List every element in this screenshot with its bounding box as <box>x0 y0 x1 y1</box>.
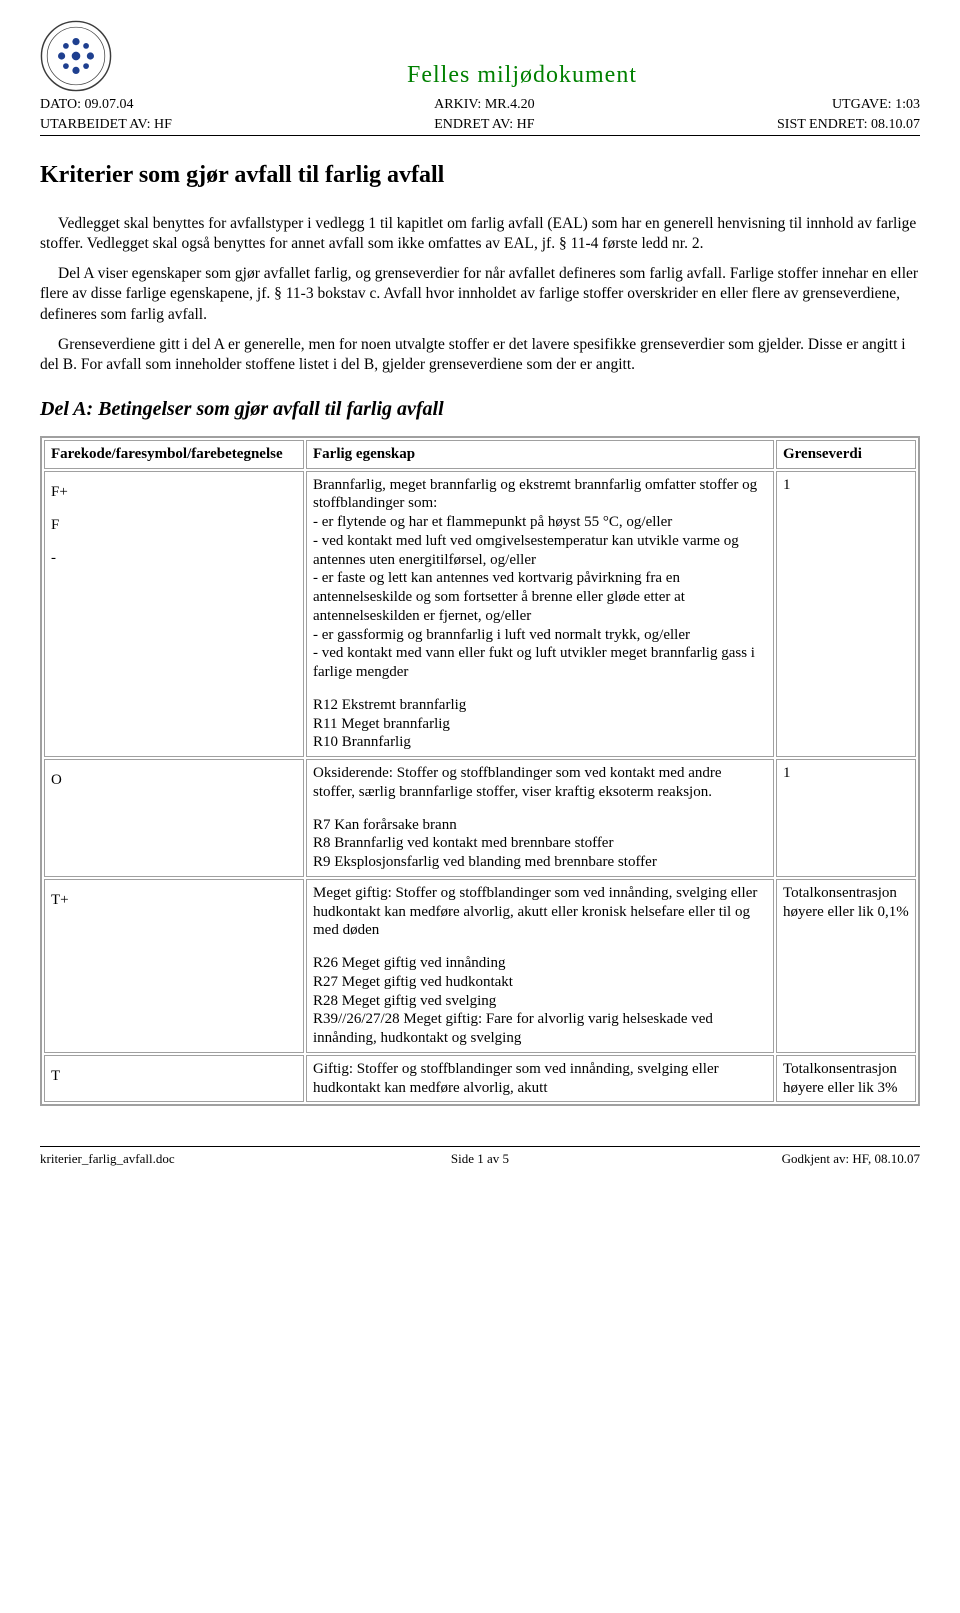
meta-line-2: UTARBEIDET AV: HF ENDRET AV: HF SIST END… <box>40 116 920 137</box>
cell-code: T+ <box>44 879 304 1053</box>
meta-date: DATO: 09.07.04 <box>40 96 339 114</box>
intro-para-3: Grenseverdiene gitt i del A er generelle… <box>40 335 920 375</box>
table-row: T+ Meget giftig: Stoffer og stoffblanding… <box>44 879 916 1053</box>
desc-r-phrases: R12 Ekstremt brannfarlig R11 Meget brann… <box>313 696 767 752</box>
cell-limit: Totalkonsentrasjon høyere eller lik 0,1% <box>776 879 916 1053</box>
header-center: Felles miljødokument <box>124 60 920 92</box>
meta-last-changed: SIST ENDRET: 08.10.07 <box>630 116 920 134</box>
table-row: T Giftig: Stoffer og stoffblandinger som … <box>44 1055 916 1103</box>
cell-description: Giftig: Stoffer og stoffblandinger som v… <box>306 1055 774 1103</box>
intro-para-2: Del A viser egenskaper som gjør avfallet… <box>40 264 920 324</box>
meta-author: UTARBEIDET AV: HF <box>40 116 339 134</box>
meta-changed-by: ENDRET AV: HF <box>339 116 629 134</box>
desc-main: Brannfarlig, meget brannfarlig og ekstre… <box>313 476 767 682</box>
page-title: Kriterier som gjør avfall til farlig avf… <box>40 160 920 190</box>
footer-approved: Godkjent av: HF, 08.10.07 <box>627 1151 920 1167</box>
desc-r-phrases: R26 Meget giftig ved innånding R27 Meget… <box>313 954 767 1048</box>
table-row: O Oksiderende: Stoffer og stoffblandinger… <box>44 759 916 877</box>
desc-main: Oksiderende: Stoffer og stoffblandinger … <box>313 764 767 802</box>
code-label: T+ <box>51 884 69 917</box>
desc-main: Giftig: Stoffer og stoffblandinger som v… <box>313 1060 767 1098</box>
th-code: Farekode/faresymbol/farebetegnelse <box>44 440 304 469</box>
meta-version: UTGAVE: 1:03 <box>630 96 920 114</box>
code-label: T <box>51 1060 60 1093</box>
doc-type-title: Felles miljødokument <box>124 60 920 90</box>
code-label: F+ <box>51 476 68 509</box>
th-limit: Grenseverdi <box>776 440 916 469</box>
footer-filename: kriterier_farlig_avfall.doc <box>40 1151 333 1167</box>
cell-limit: Totalkonsentrasjon høyere eller lik 3% <box>776 1055 916 1103</box>
table-row: F+F -Brannfarlig, meget brannfarlig og e… <box>44 471 916 758</box>
meta-line-1: DATO: 09.07.04 ARKIV: MR.4.20 UTGAVE: 1:… <box>40 96 920 116</box>
footer-page: Side 1 av 5 <box>333 1151 626 1167</box>
university-seal-logo <box>40 20 112 92</box>
th-property: Farlig egenskap <box>306 440 774 469</box>
cell-code: O <box>44 759 304 877</box>
hazard-table: Farekode/faresymbol/farebetegnelse Farli… <box>40 436 920 1107</box>
doc-header: Felles miljødokument <box>40 20 920 92</box>
page-footer: kriterier_farlig_avfall.doc Side 1 av 5 … <box>40 1146 920 1167</box>
cell-limit: 1 <box>776 759 916 877</box>
code-label: - <box>51 542 68 575</box>
cell-description: Oksiderende: Stoffer og stoffblandinger … <box>306 759 774 877</box>
code-label: O <box>51 764 62 797</box>
cell-code: F+F - <box>44 471 304 758</box>
intro-para-1: Vedlegget skal benyttes for avfallstyper… <box>40 214 920 254</box>
cell-description: Brannfarlig, meget brannfarlig og ekstre… <box>306 471 774 758</box>
cell-code: T <box>44 1055 304 1103</box>
code-label: F <box>51 509 68 542</box>
meta-archive: ARKIV: MR.4.20 <box>339 96 629 114</box>
desc-main: Meget giftig: Stoffer og stoffblandinger… <box>313 884 767 940</box>
cell-description: Meget giftig: Stoffer og stoffblandinger… <box>306 879 774 1053</box>
table-header-row: Farekode/faresymbol/farebetegnelse Farli… <box>44 440 916 469</box>
desc-r-phrases: R7 Kan forårsake brann R8 Brannfarlig ve… <box>313 816 767 872</box>
cell-limit: 1 <box>776 471 916 758</box>
section-a-heading: Del A: Betingelser som gjør avfall til f… <box>40 397 920 422</box>
